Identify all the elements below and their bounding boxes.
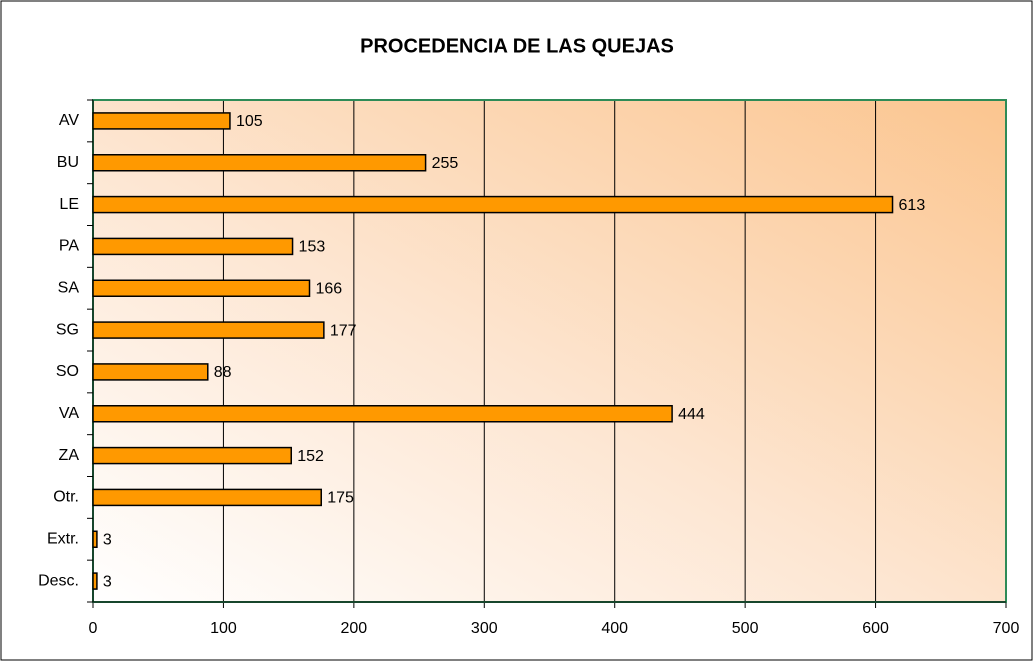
bar — [92, 405, 673, 423]
bar — [92, 154, 427, 172]
bar — [92, 195, 894, 214]
y-tick-label: SG — [56, 321, 79, 338]
y-tick-label: Extr. — [47, 530, 79, 547]
x-tick-label: 500 — [732, 620, 759, 637]
bar — [92, 530, 98, 548]
y-tick-label: AV — [59, 112, 79, 129]
data-label: 613 — [899, 197, 926, 214]
data-label: 255 — [432, 155, 459, 172]
bar — [92, 321, 325, 339]
plot-area — [93, 100, 1006, 602]
bar — [92, 572, 98, 590]
data-label: 88 — [214, 364, 232, 381]
y-tick-label: SA — [58, 279, 80, 296]
x-tick-label: 200 — [341, 620, 368, 637]
data-label: 153 — [299, 239, 326, 256]
bar — [92, 279, 311, 297]
y-tick-label: BU — [57, 154, 79, 171]
data-label: 175 — [327, 490, 354, 507]
bar — [92, 488, 322, 507]
y-tick-label: Otr. — [53, 489, 79, 506]
data-label: 3 — [103, 531, 112, 548]
y-tick-label: SO — [56, 363, 79, 380]
x-tick-label: 300 — [471, 620, 498, 637]
bar — [92, 112, 231, 130]
y-tick-label: LE — [59, 196, 79, 213]
x-tick-label: 0 — [89, 620, 98, 637]
data-label: 152 — [297, 448, 324, 465]
data-label: 166 — [316, 280, 343, 297]
bar — [92, 237, 294, 256]
y-tick-label: PA — [59, 238, 79, 255]
data-label: 3 — [103, 573, 112, 590]
chart-title: PROCEDENCIA DE LAS QUEJAS — [360, 35, 674, 57]
data-label: 177 — [330, 322, 357, 339]
data-label: 444 — [678, 406, 705, 423]
y-tick-label: Desc. — [38, 572, 79, 589]
x-tick-label: 700 — [993, 620, 1020, 637]
x-tick-label: 600 — [862, 620, 889, 637]
x-tick-label: 400 — [601, 620, 628, 637]
y-tick-label: ZA — [59, 447, 80, 464]
bar — [92, 363, 209, 381]
bar — [92, 446, 293, 465]
x-tick-label: 100 — [210, 620, 237, 637]
data-label: 105 — [236, 113, 263, 130]
y-tick-label: VA — [59, 405, 79, 422]
